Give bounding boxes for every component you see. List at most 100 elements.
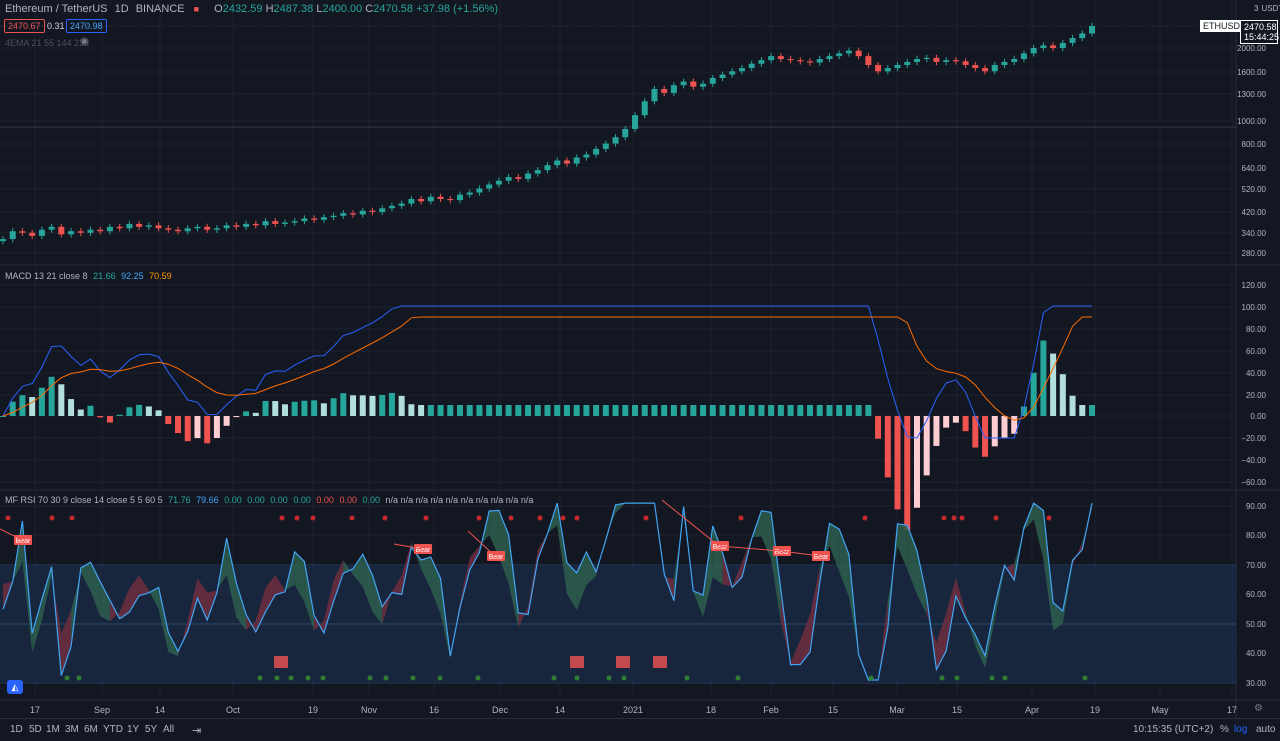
candle-body xyxy=(661,88,668,93)
price-tick-label: 420.00 xyxy=(1242,208,1267,217)
range-1m[interactable]: 1M xyxy=(46,724,60,735)
candle-body xyxy=(563,160,570,164)
symbol-legend[interactable]: Ethereum / TetherUS 1D BINANCE ■ O2432.5… xyxy=(5,3,499,15)
macd-hist-bar xyxy=(670,405,677,416)
rsi-cloud xyxy=(557,503,567,594)
candle-body xyxy=(709,78,716,84)
price-tick-label: 340.00 xyxy=(1242,229,1267,238)
macd-hist-bar xyxy=(398,395,405,416)
symbol-price-tag: ETHUSDT xyxy=(1200,20,1249,32)
candle-body xyxy=(145,225,152,227)
rsi-tick-label: 80.00 xyxy=(1246,531,1267,540)
macd-hist-bar xyxy=(262,400,269,416)
goto-date-icon[interactable]: ⇥ xyxy=(192,725,202,737)
oversold-dot xyxy=(606,675,612,681)
macd-hist-bar xyxy=(563,405,570,416)
rsi-cloud xyxy=(61,610,72,676)
oversold-dot xyxy=(288,675,294,681)
range-6m[interactable]: 6M xyxy=(84,724,98,735)
range-5y[interactable]: 5Y xyxy=(145,724,158,735)
macd-hist-bar xyxy=(602,405,609,416)
candle-body xyxy=(554,160,561,166)
candle-body xyxy=(281,222,288,224)
macd-legend[interactable]: MACD 13 21 close 8 21.66 92.25 70.59 xyxy=(5,271,172,281)
candle-body xyxy=(875,64,882,72)
macd-hist-bar xyxy=(544,405,551,416)
clock-time[interactable]: 10:15:35 (UTC+2) xyxy=(1133,724,1214,735)
bid-price[interactable]: 2470.67 xyxy=(4,19,45,33)
macd-hist-bar xyxy=(525,405,532,416)
macd-hist-bar xyxy=(1069,395,1076,416)
log-toggle[interactable]: log xyxy=(1234,724,1248,735)
oversold-dot xyxy=(735,675,741,681)
macd-hist-bar xyxy=(320,403,327,416)
macd-line xyxy=(2,305,1092,439)
candle-body xyxy=(495,180,502,185)
candle-body xyxy=(670,85,677,93)
eye-icon[interactable]: ◉ xyxy=(80,36,89,47)
signal-marker xyxy=(653,656,667,668)
tradingview-logo-icon[interactable]: ◭ xyxy=(7,680,23,694)
range-5d[interactable]: 5D xyxy=(29,724,42,735)
auto-toggle[interactable]: auto xyxy=(1256,724,1276,735)
time-tick-label: 15 xyxy=(828,705,838,715)
candle-body xyxy=(982,68,989,72)
overbought-dot xyxy=(959,515,965,521)
range-1d[interactable]: 1D xyxy=(10,724,23,735)
candle-body xyxy=(680,81,687,86)
rsi-cloud xyxy=(119,588,130,619)
ask-price[interactable]: 2470.98 xyxy=(66,19,107,33)
candle-body xyxy=(29,232,36,236)
macd-hist-bar xyxy=(9,401,16,416)
price-tick-label: 2000.00 xyxy=(1237,44,1266,53)
bear-label: Bear xyxy=(16,538,31,545)
settings-gear-icon[interactable]: ⚙ xyxy=(1254,703,1263,714)
favorite-icon[interactable]: ■ xyxy=(193,4,200,14)
rsi-cloud xyxy=(304,561,315,631)
rsi-zero-4: 0.00 xyxy=(293,495,311,505)
candle-body xyxy=(1030,48,1037,54)
candle-body xyxy=(126,223,133,229)
overbought-dot xyxy=(476,515,482,521)
overbought-dot xyxy=(5,515,11,521)
rsi-na-10: n/a xyxy=(520,495,534,505)
candle-body xyxy=(437,196,444,199)
rsi-cloud xyxy=(80,562,91,591)
macd-tick-label: 100.00 xyxy=(1242,303,1267,312)
macd-hist-bar xyxy=(972,416,979,448)
rsi-cloud xyxy=(353,554,363,587)
macd-hist-bar xyxy=(272,401,279,416)
oversold-dot xyxy=(551,675,557,681)
rsi-cloud xyxy=(916,550,927,615)
range-all[interactable]: All xyxy=(163,724,175,735)
ohlc-low: 2400.00 xyxy=(322,3,363,15)
ohlc-change: +37.98 (+1.56%) xyxy=(416,3,499,15)
price-tick-label: 640.00 xyxy=(1242,164,1267,173)
last-price-value: 2470.58 xyxy=(1244,22,1277,32)
overbought-dot xyxy=(951,515,957,521)
overbought-dot xyxy=(862,515,868,521)
macd-tick-label: 80.00 xyxy=(1246,325,1267,334)
percent-toggle[interactable]: % xyxy=(1220,724,1229,735)
rsi-cloud xyxy=(255,587,266,632)
macd-hist-bar xyxy=(904,416,911,531)
range-3m[interactable]: 3M xyxy=(65,724,79,735)
candle-body xyxy=(544,165,551,171)
rsi-tick-label: 60.00 xyxy=(1246,590,1267,599)
macd-hist-bar xyxy=(1030,372,1037,416)
candle-body xyxy=(359,210,366,215)
time-tick-label: Oct xyxy=(226,705,241,715)
macd-hist-bar xyxy=(777,405,784,416)
macd-hist-bar xyxy=(466,405,473,416)
rsi-na-6: n/a xyxy=(460,495,474,505)
ema-indicator-label[interactable]: 4EMA 21 55 144 233 xyxy=(5,38,90,48)
countdown-value: 15:44:25 xyxy=(1244,32,1280,42)
candle-body xyxy=(525,173,532,179)
macd-hist-bar xyxy=(787,405,794,416)
rsi-legend[interactable]: MF RSI 70 30 9 close 14 close 5 5 60 5 7… xyxy=(5,495,533,505)
range-ytd[interactable]: YTD xyxy=(103,724,123,735)
rsi-cloud xyxy=(586,552,597,585)
range-1y[interactable]: 1Y xyxy=(127,724,140,735)
candle-body xyxy=(787,58,794,61)
